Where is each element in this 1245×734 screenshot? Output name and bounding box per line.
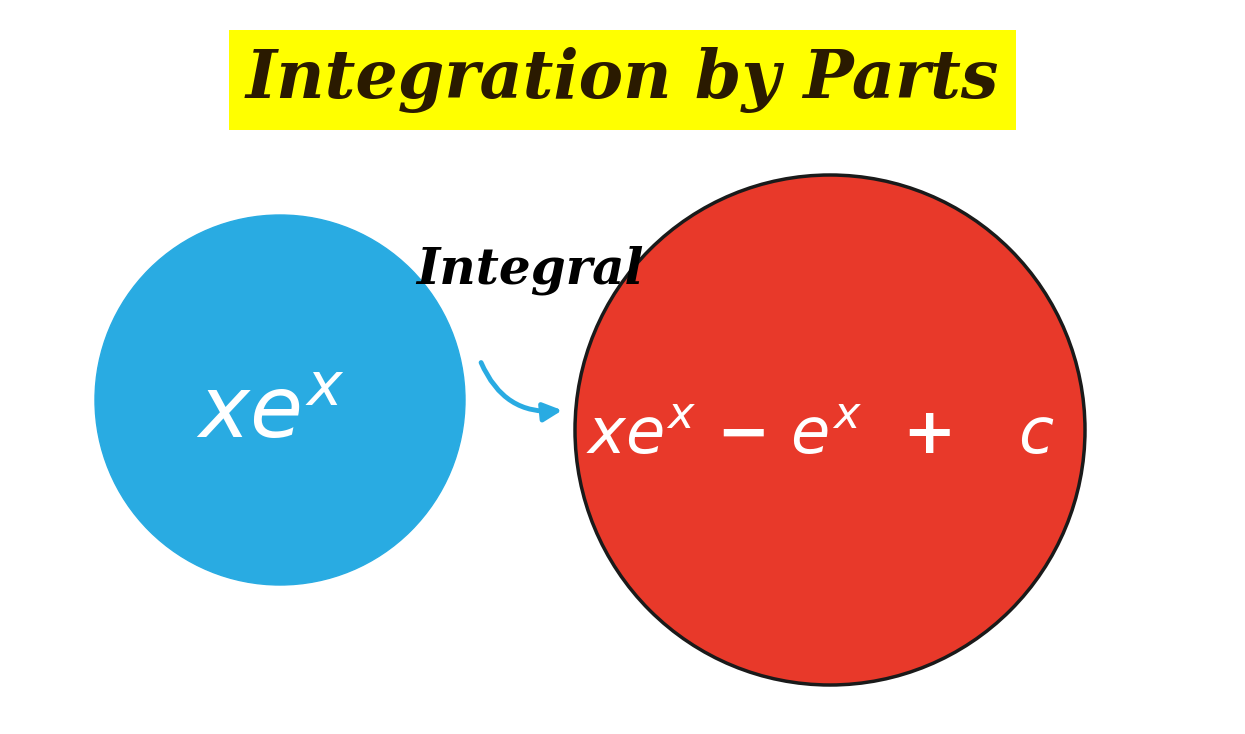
FancyArrowPatch shape	[481, 363, 557, 420]
Text: Integral: Integral	[416, 245, 644, 295]
Text: $\mathit{xe}^{\mathit{x}}\ \mathbf{-}\ \mathit{e}^{\mathit{x}}\ \ \mathbf{+}\ \ : $\mathit{xe}^{\mathit{x}}\ \mathbf{-}\ \…	[585, 404, 1055, 465]
Circle shape	[95, 215, 464, 585]
Circle shape	[575, 175, 1084, 685]
Text: Integration by Parts: Integration by Parts	[245, 47, 1000, 113]
Text: $\mathit{xe}^{\mathit{x}}$: $\mathit{xe}^{\mathit{x}}$	[195, 374, 344, 457]
